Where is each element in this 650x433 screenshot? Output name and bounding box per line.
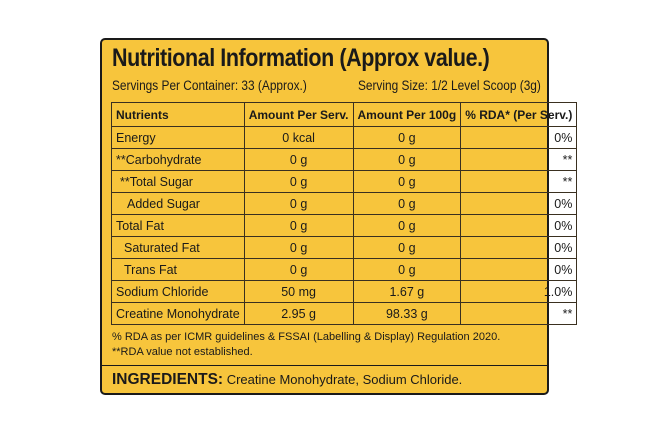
table-row: **Total Sugar 0 g 0 g ** [111,170,578,193]
ingredients-text: Creatine Monohydrate, Sodium Chloride. [226,372,463,387]
row-per-serving: 0 g [243,192,354,215]
row-nutrient: Total Fat [111,214,245,237]
row-per-100g: 0 g [352,214,462,237]
header-amount-per-100g: Amount Per 100g [352,102,462,127]
row-rda: 0% [460,214,578,237]
row-per-100g: 0 g [352,236,462,259]
row-per-serving: 2.95 g [243,302,354,325]
row-rda: ** [460,148,578,171]
row-per-serving: 0 g [243,258,354,281]
row-nutrient: **Total Sugar [111,170,245,193]
row-rda: 1.0% [460,280,578,303]
row-rda: 0% [460,236,578,259]
row-per-100g: 1.67 g [352,280,462,303]
header-rda: % RDA* (Per Serv.) [460,102,578,127]
row-per-serving: 50 mg [243,280,354,303]
row-per-serving: 0 kcal [243,126,354,149]
row-nutrient: Saturated Fat [111,236,245,259]
title-main: Nutritional Information [112,44,334,72]
ingredients-line: INGREDIENTS: Creatine Monohydrate, Sodiu… [112,371,462,389]
row-per-100g: 0 g [352,170,462,193]
row-rda: 0% [460,192,578,215]
row-nutrient: **Carbohydrate [111,148,245,171]
row-per-100g: 0 g [352,148,462,171]
row-nutrient: Added Sugar [111,192,245,215]
table-header-row: Nutrients Amount Per Serv. Amount Per 10… [111,102,578,127]
row-per-100g: 0 g [352,126,462,149]
table-row: Total Fat 0 g 0 g 0% [111,214,578,237]
row-rda: ** [460,302,578,325]
table-row: **Carbohydrate 0 g 0 g ** [111,148,578,171]
footnotes: % RDA as per ICMR guidelines & FSSAI (La… [112,330,500,360]
row-per-serving: 0 g [243,148,354,171]
row-per-100g: 0 g [352,258,462,281]
header-amount-per-serving: Amount Per Serv. [243,102,354,127]
row-nutrient: Energy [111,126,245,149]
nutrition-table: Nutrients Amount Per Serv. Amount Per 10… [111,102,578,325]
nutrition-label-panel: Nutritional Information (Approx value.) … [100,38,578,395]
servings-per-container: Servings Per Container: 33 (Approx.) [112,78,307,93]
footnote-rda-not-established: **RDA value not established. [112,346,253,358]
table-row: Creatine Monohydrate 2.95 g 98.33 g ** [111,302,578,325]
row-nutrient: Trans Fat [111,258,245,281]
ingredients-label: INGREDIENTS: [112,371,224,388]
row-per-100g: 0 g [352,192,462,215]
row-per-100g: 98.33 g [352,302,462,325]
row-per-serving: 0 g [243,214,354,237]
servings-line: Servings Per Container: 33 (Approx.) Ser… [112,78,541,93]
table-row: Added Sugar 0 g 0 g 0% [111,192,578,215]
table-row: Saturated Fat 0 g 0 g 0% [111,236,578,259]
header-nutrients: Nutrients [111,102,245,127]
serving-size: Serving Size: 1/2 Level Scoop (3g) [358,78,542,93]
row-per-serving: 0 g [243,236,354,259]
section-divider [102,365,547,366]
table-row: Trans Fat 0 g 0 g 0% [111,258,578,281]
row-rda: ** [460,170,578,193]
table-row: Energy 0 kcal 0 g 0% [111,126,578,149]
label-title: Nutritional Information (Approx value.) [112,44,551,73]
row-nutrient: Creatine Monohydrate [111,302,245,325]
row-rda: 0% [460,126,578,149]
row-nutrient: Sodium Chloride [111,280,245,303]
footnote-rda-guidelines: % RDA as per ICMR guidelines & FSSAI (La… [112,331,501,343]
row-rda: 0% [460,258,578,281]
title-sub: (Approx value.) [339,44,490,72]
table-row: Sodium Chloride 50 mg 1.67 g 1.0% [111,280,578,303]
row-per-serving: 0 g [243,170,354,193]
